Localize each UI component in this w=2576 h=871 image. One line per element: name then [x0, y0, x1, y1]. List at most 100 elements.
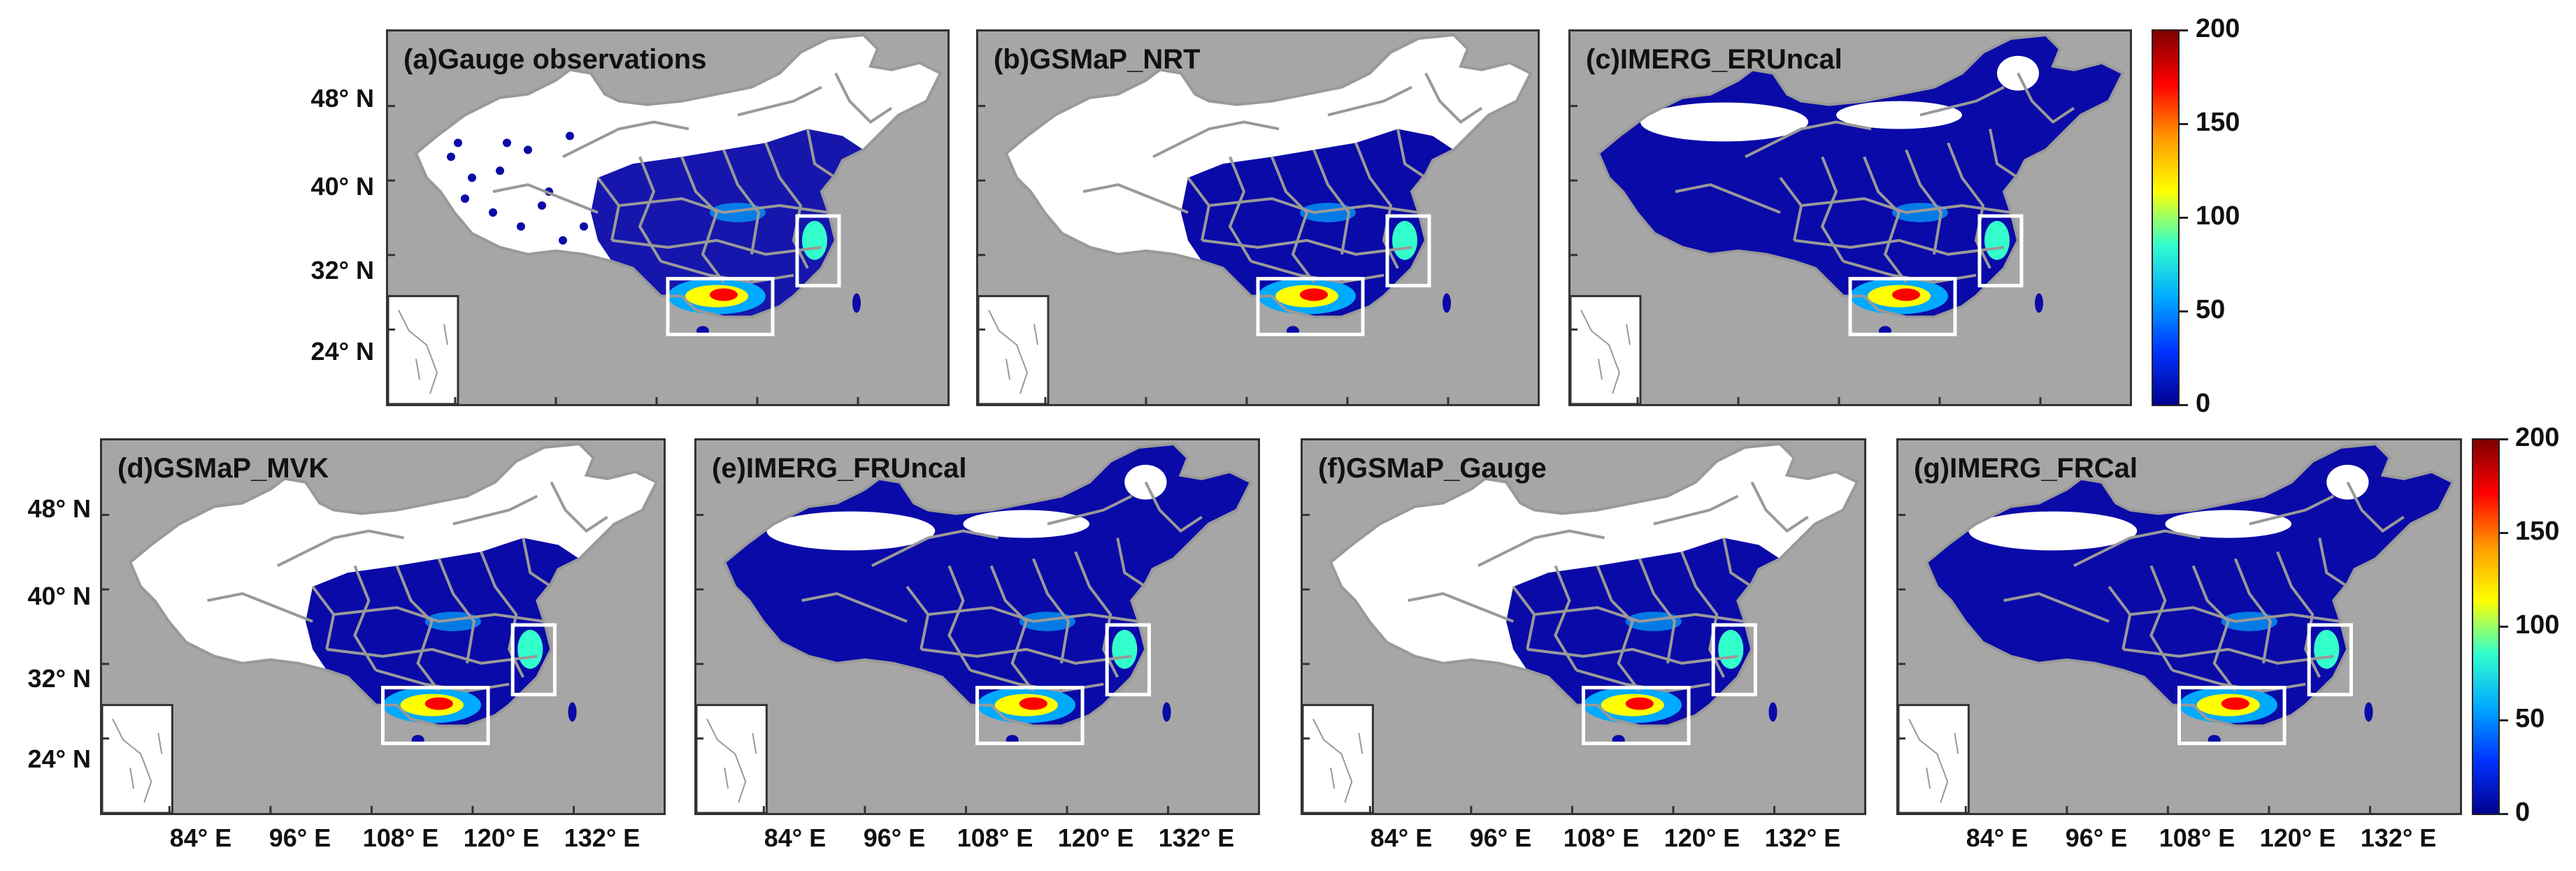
study-region-box: [380, 686, 490, 745]
province-boundary: [680, 156, 725, 283]
gauge-dot: [496, 166, 504, 175]
colorbar-label-150: 150: [2515, 517, 2560, 546]
lon-label-132: 132° E: [1158, 823, 1235, 852]
map-graphic: [388, 31, 947, 404]
study-region-box: [510, 623, 557, 697]
province-boundary: [611, 238, 822, 256]
south-china-sea-inset: [1898, 704, 1970, 813]
province-boundary: [1208, 197, 1419, 215]
colorbar-label-100: 100: [2196, 201, 2240, 231]
province-boundary: [2073, 529, 2201, 568]
province-boundary: [920, 647, 1132, 665]
gauge-dot: [468, 173, 476, 182]
map-graphic: [102, 440, 664, 813]
study-region-box: [666, 277, 775, 336]
colorbar-top: [2152, 29, 2180, 406]
lon-label-120: 120° E: [1057, 823, 1134, 852]
lon-label-108: 108° E: [2159, 823, 2235, 852]
province-boundary: [2191, 565, 2237, 692]
province-boundary: [1919, 85, 2005, 117]
island: [568, 702, 577, 722]
inset-coastline: [1580, 310, 1631, 394]
study-region-box: [1977, 214, 2024, 288]
province-boundary: [618, 197, 829, 215]
province-boundary: [801, 592, 908, 623]
map-graphic: [696, 440, 1258, 813]
rain-hotspot: [1019, 697, 1047, 710]
south-china-sea-inset: [1303, 704, 1374, 813]
rain-hotspot: [1718, 629, 1744, 669]
nodata-patch: [1968, 511, 2138, 551]
inset-coastline: [1908, 719, 1959, 803]
province-boundary: [1794, 238, 2005, 256]
province-boundary: [2318, 538, 2349, 588]
nodata-patch: [1124, 464, 1167, 500]
province-boundary: [277, 529, 405, 568]
province-boundary: [1327, 85, 1412, 117]
rain-hotspot: [1112, 629, 1138, 669]
province-boundary: [207, 592, 313, 623]
panel-title: (f)GSMaP_Gauge: [1318, 453, 1547, 484]
gauge-dot: [489, 208, 497, 217]
colorbar-tick: [2180, 404, 2188, 406]
island: [1162, 702, 1171, 722]
country-border: [1004, 33, 1533, 319]
province-boundary: [722, 149, 761, 255]
country-border: [1924, 442, 2455, 728]
inset-coastline: [706, 719, 757, 803]
study-region-box: [1385, 214, 1431, 288]
gauge-dot: [454, 138, 462, 147]
colorbar-label-50: 50: [2196, 295, 2226, 324]
lon-label-108: 108° E: [957, 823, 1033, 852]
lon-label-96: 96° E: [863, 823, 926, 852]
lon-label-108: 108° E: [1563, 823, 1640, 852]
province-boundary: [2017, 72, 2075, 124]
lat-label-32: 32° N: [310, 256, 374, 285]
province-boundary: [1047, 494, 1133, 526]
gauge-dot: [566, 131, 574, 141]
colorbar-tick: [2500, 719, 2508, 721]
province-boundary: [437, 558, 476, 664]
gauge-dot: [461, 194, 469, 203]
province-boundary: [806, 129, 837, 179]
study-region-box: [975, 686, 1085, 745]
lat-label-48: 48° N: [310, 84, 374, 113]
map-panel-b: (b)GSMaP_NRT: [976, 29, 1540, 406]
lon-label-120: 120° E: [1663, 823, 1740, 852]
province-boundary: [452, 494, 538, 526]
lat-label-32: 32° N: [27, 664, 91, 693]
study-region-box: [1105, 623, 1151, 697]
province-boundary: [1082, 183, 1189, 214]
province-boundary: [1477, 529, 1605, 568]
province-boundary: [1905, 149, 1943, 255]
inset-coastline: [398, 310, 448, 394]
province-boundary: [2346, 481, 2405, 533]
province-boundary: [1116, 538, 1147, 588]
panel-title: (c)IMERG_ERUncal: [1586, 44, 1842, 75]
rain-hotspot: [2314, 629, 2340, 669]
map-panel-c: (c)IMERG_ERUncal: [1568, 29, 2132, 406]
panel-title: (g)IMERG_FRCal: [1914, 453, 2138, 484]
inset-coastline: [988, 310, 1038, 394]
lon-label-132: 132° E: [1764, 823, 1841, 852]
province-boundary: [1779, 177, 1803, 241]
lon-label-120: 120° E: [463, 823, 540, 852]
province-boundary: [1271, 156, 1315, 283]
lat-label-24: 24° N: [27, 744, 91, 773]
nodata-patch: [2326, 464, 2369, 500]
south-china-sea-inset: [1570, 295, 1642, 404]
study-region-box: [795, 214, 841, 288]
nodata-patch: [963, 510, 1090, 538]
province-boundary: [1187, 177, 1211, 241]
lon-label-84: 84° E: [1370, 823, 1433, 852]
panel-title: (d)GSMaP_MVK: [117, 453, 329, 484]
south-china-sea-inset: [102, 704, 173, 813]
province-boundary: [928, 606, 1139, 624]
colorbar-label-200: 200: [2196, 14, 2240, 43]
nodata-patch: [2165, 510, 2292, 538]
lat-label-48: 48° N: [27, 494, 91, 523]
south-china-sea-inset: [978, 295, 1050, 404]
province-boundary: [1745, 120, 1872, 159]
study-region-box: [1581, 686, 1691, 745]
lat-label-24: 24° N: [310, 337, 374, 366]
